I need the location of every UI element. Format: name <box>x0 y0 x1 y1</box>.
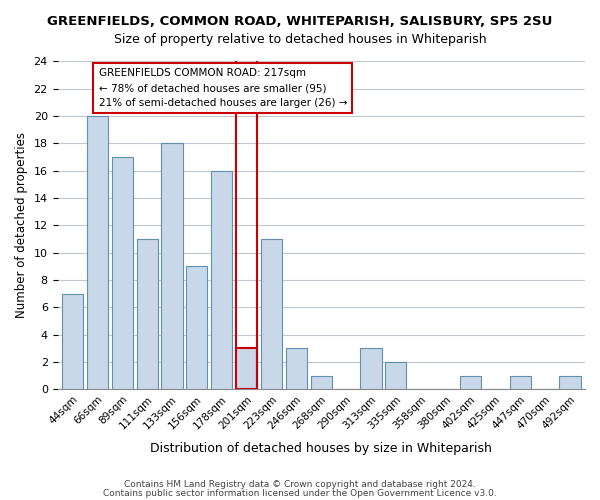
Bar <box>510 376 531 389</box>
Bar <box>385 362 406 389</box>
Bar <box>311 376 332 389</box>
Bar <box>460 376 481 389</box>
Bar <box>112 157 133 389</box>
Bar <box>186 266 208 389</box>
Text: Contains HM Land Registry data © Crown copyright and database right 2024.: Contains HM Land Registry data © Crown c… <box>124 480 476 489</box>
Bar <box>286 348 307 389</box>
Bar <box>87 116 108 389</box>
Text: GREENFIELDS COMMON ROAD: 217sqm
← 78% of detached houses are smaller (95)
21% of: GREENFIELDS COMMON ROAD: 217sqm ← 78% of… <box>98 68 347 108</box>
Bar <box>361 348 382 389</box>
Text: Size of property relative to detached houses in Whiteparish: Size of property relative to detached ho… <box>113 32 487 46</box>
X-axis label: Distribution of detached houses by size in Whiteparish: Distribution of detached houses by size … <box>151 442 492 455</box>
Bar <box>211 170 232 389</box>
Text: Contains public sector information licensed under the Open Government Licence v3: Contains public sector information licen… <box>103 489 497 498</box>
Bar <box>161 144 182 389</box>
Bar <box>236 348 257 389</box>
Text: GREENFIELDS, COMMON ROAD, WHITEPARISH, SALISBURY, SP5 2SU: GREENFIELDS, COMMON ROAD, WHITEPARISH, S… <box>47 15 553 28</box>
Bar <box>137 239 158 389</box>
Bar <box>62 294 83 389</box>
Bar <box>261 239 282 389</box>
Bar <box>559 376 581 389</box>
Y-axis label: Number of detached properties: Number of detached properties <box>15 132 28 318</box>
